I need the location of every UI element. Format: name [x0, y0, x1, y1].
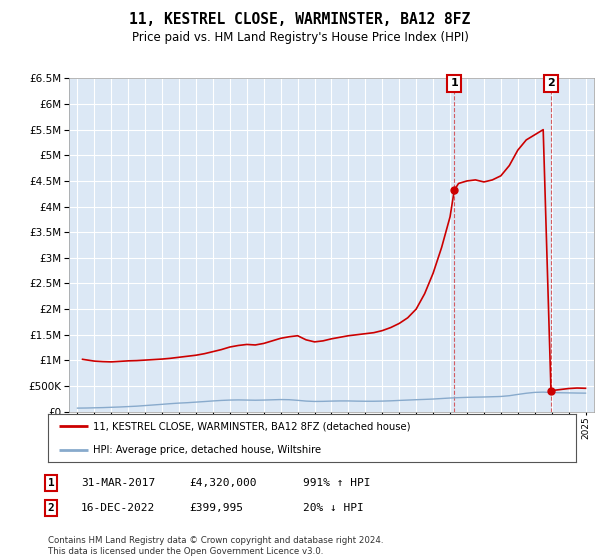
Text: 2: 2	[547, 78, 555, 88]
Text: 11, KESTREL CLOSE, WARMINSTER, BA12 8FZ (detached house): 11, KESTREL CLOSE, WARMINSTER, BA12 8FZ …	[93, 421, 410, 431]
Text: 2: 2	[47, 503, 55, 513]
Text: £4,320,000: £4,320,000	[189, 478, 257, 488]
Text: 991% ↑ HPI: 991% ↑ HPI	[303, 478, 371, 488]
Text: HPI: Average price, detached house, Wiltshire: HPI: Average price, detached house, Wilt…	[93, 445, 321, 455]
Text: 1: 1	[451, 78, 458, 88]
Text: Price paid vs. HM Land Registry's House Price Index (HPI): Price paid vs. HM Land Registry's House …	[131, 31, 469, 44]
Text: 16-DEC-2022: 16-DEC-2022	[81, 503, 155, 513]
Text: 1: 1	[47, 478, 55, 488]
Text: Contains HM Land Registry data © Crown copyright and database right 2024.
This d: Contains HM Land Registry data © Crown c…	[48, 536, 383, 556]
Text: £399,995: £399,995	[189, 503, 243, 513]
Text: 20% ↓ HPI: 20% ↓ HPI	[303, 503, 364, 513]
Text: 31-MAR-2017: 31-MAR-2017	[81, 478, 155, 488]
Text: 11, KESTREL CLOSE, WARMINSTER, BA12 8FZ: 11, KESTREL CLOSE, WARMINSTER, BA12 8FZ	[130, 12, 470, 27]
